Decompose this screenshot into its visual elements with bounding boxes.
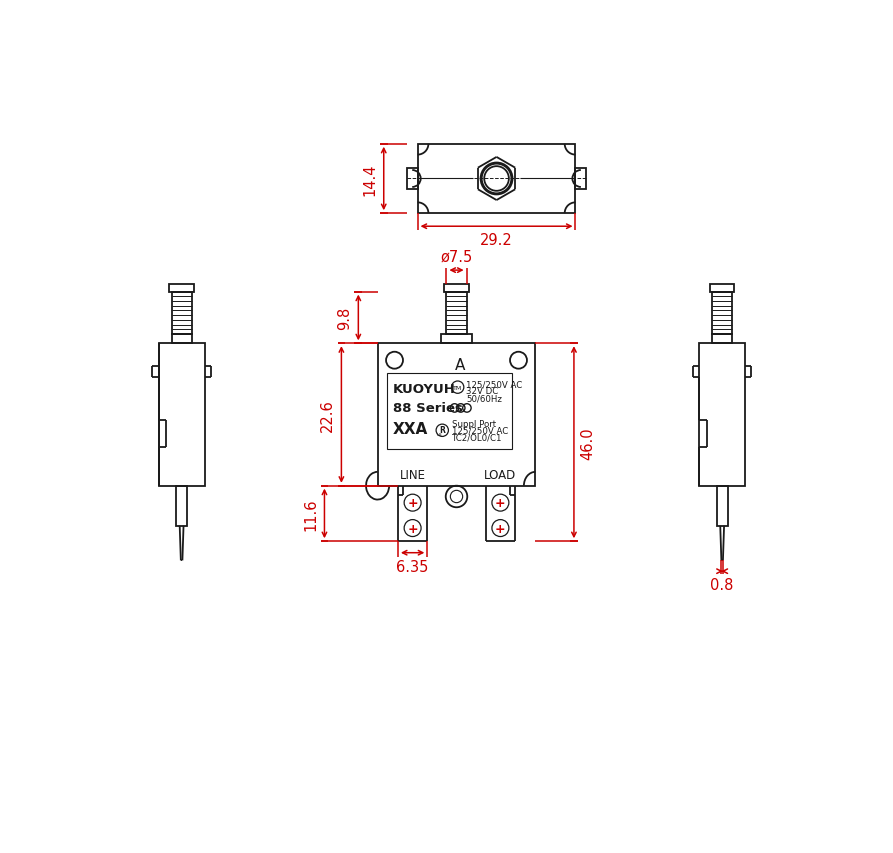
Bar: [441, 334, 472, 344]
Text: us: us: [437, 432, 442, 437]
Bar: [717, 486, 728, 526]
Text: 6.35: 6.35: [396, 560, 429, 574]
Text: TM: TM: [453, 386, 463, 390]
Text: 88 Series: 88 Series: [393, 401, 463, 415]
Bar: [170, 285, 194, 293]
Text: +: +: [407, 496, 418, 509]
Text: 29.2: 29.2: [480, 233, 513, 248]
Bar: [446, 293, 466, 334]
Text: Suppl Port: Suppl Port: [452, 420, 497, 428]
Bar: [378, 344, 536, 486]
Text: LINE: LINE: [400, 468, 426, 482]
Bar: [176, 486, 187, 526]
Bar: [712, 334, 732, 344]
Text: 14.4: 14.4: [363, 163, 378, 195]
Bar: [444, 285, 469, 293]
Text: XXA: XXA: [393, 421, 429, 437]
Text: ø7.5: ø7.5: [440, 250, 472, 264]
Text: 125/250V AC: 125/250V AC: [466, 380, 522, 389]
Text: A: A: [455, 358, 465, 373]
Bar: [171, 334, 192, 344]
Bar: [418, 145, 575, 214]
Bar: [387, 374, 512, 450]
Text: KUOYUH: KUOYUH: [393, 383, 455, 396]
Text: 9.8: 9.8: [338, 306, 352, 330]
Text: 46.0: 46.0: [580, 426, 595, 459]
Text: 0.8: 0.8: [711, 577, 734, 593]
Bar: [712, 293, 732, 334]
Text: +: +: [407, 522, 418, 535]
Text: R: R: [439, 426, 446, 434]
Bar: [159, 344, 204, 486]
Text: TC2/OL0/C1: TC2/OL0/C1: [452, 433, 503, 442]
Text: 11.6: 11.6: [304, 497, 318, 530]
Text: LOAD: LOAD: [484, 468, 516, 482]
Bar: [710, 285, 734, 293]
Text: 22.6: 22.6: [321, 398, 335, 432]
Bar: [575, 169, 586, 190]
Text: +: +: [495, 522, 505, 535]
Bar: [171, 293, 192, 334]
Text: 50/60Hz: 50/60Hz: [466, 394, 502, 403]
Text: +: +: [495, 496, 505, 509]
Text: 32V DC: 32V DC: [466, 387, 498, 396]
Text: 125/250V AC: 125/250V AC: [452, 426, 508, 435]
Bar: [407, 169, 418, 190]
Bar: [699, 344, 746, 486]
